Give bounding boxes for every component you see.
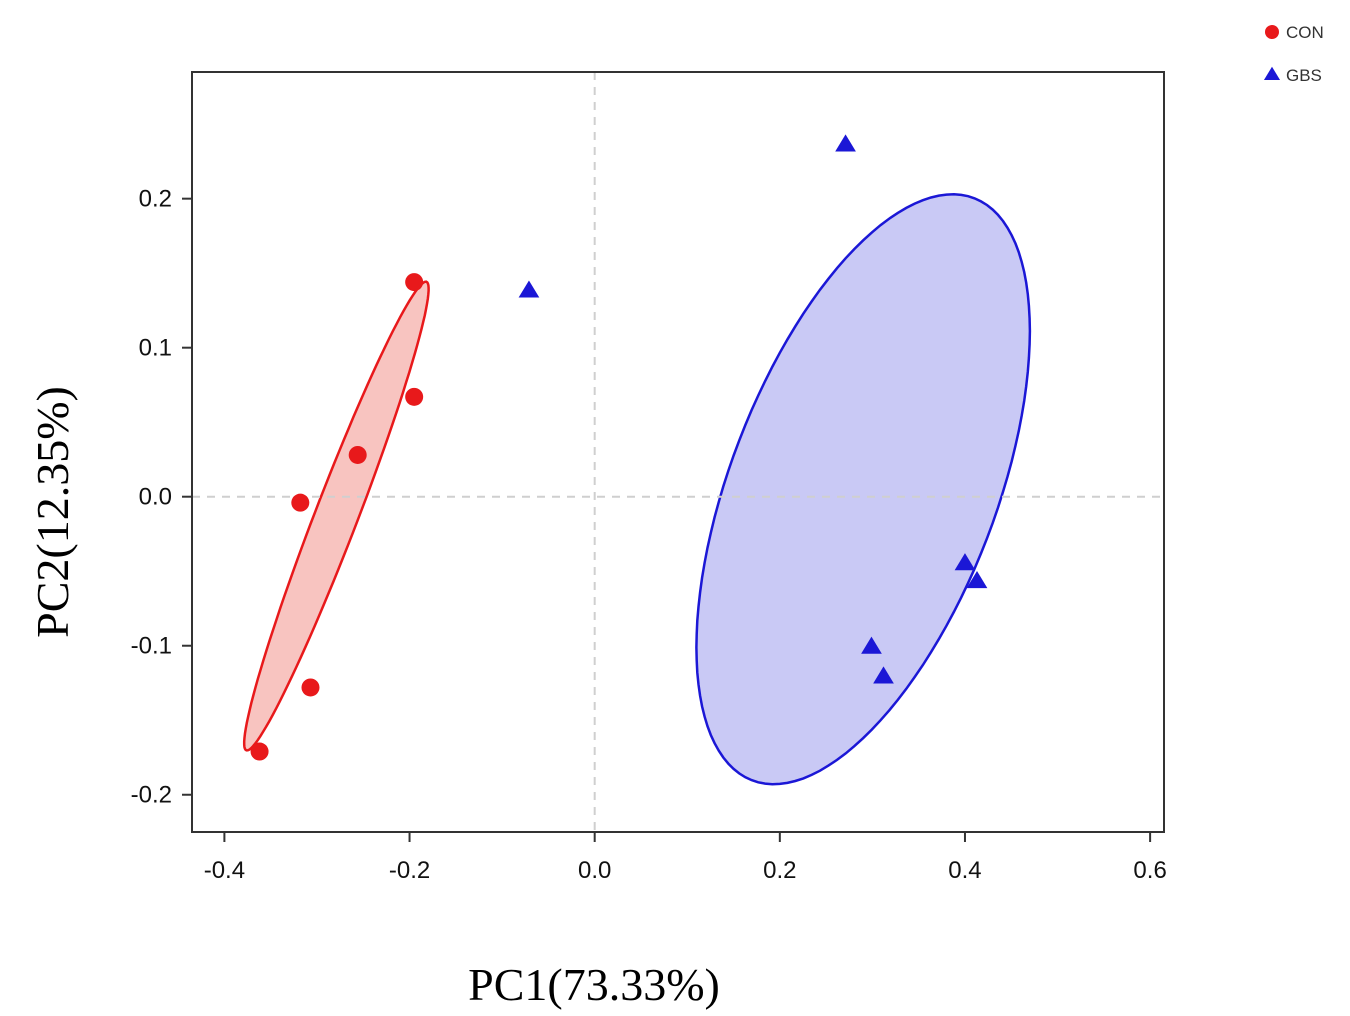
legend: CON GBS [1263,23,1324,85]
confidence-ellipses [242,193,1032,786]
x-tick-label: -0.2 [389,857,430,884]
point-gbs-1 [835,134,856,152]
point-con-4 [291,493,310,512]
point-gbs-4 [966,571,988,589]
point-gbs-6 [873,666,894,684]
point-con-6 [250,742,269,761]
x-tick-label: 0.6 [1133,857,1166,884]
y-tick-label: -0.2 [131,782,172,809]
legend-marker-con [1265,25,1279,39]
y-tick-label: -0.1 [131,633,172,660]
x-tick-label: -0.4 [204,857,245,884]
x-axis-title: PC1(73.33%) [468,959,720,1010]
point-gbs-3 [954,553,976,571]
x-tick-label: 0.0 [578,857,611,884]
point-con-3 [348,445,367,464]
point-gbs-5 [861,636,882,654]
plot-frame [191,71,1165,833]
y-tick-label: 0.0 [139,484,172,511]
point-gbs-2 [518,280,540,298]
legend-label-con: CON [1286,23,1324,42]
ellipse-con [242,280,430,752]
axes: -0.4 -0.2 0.0 0.2 0.4 0.6 -0.2 -0.1 0.0 0.1 0.2 [131,186,1167,884]
legend-marker-gbs [1263,66,1281,81]
y-tick-label: 0.1 [139,335,172,362]
x-tick-label: 0.4 [948,857,981,884]
x-tick-label: 0.2 [763,857,796,884]
y-axis-title: PC2(12.35%) [27,386,78,638]
data-points [250,134,988,761]
reference-lines [192,72,1164,832]
point-con-2 [405,387,424,406]
ellipse-gbs [695,193,1032,786]
y-tick-label: 0.2 [139,186,172,213]
point-con-5 [301,678,320,697]
point-con-1 [405,273,424,292]
legend-label-gbs: GBS [1286,66,1322,85]
